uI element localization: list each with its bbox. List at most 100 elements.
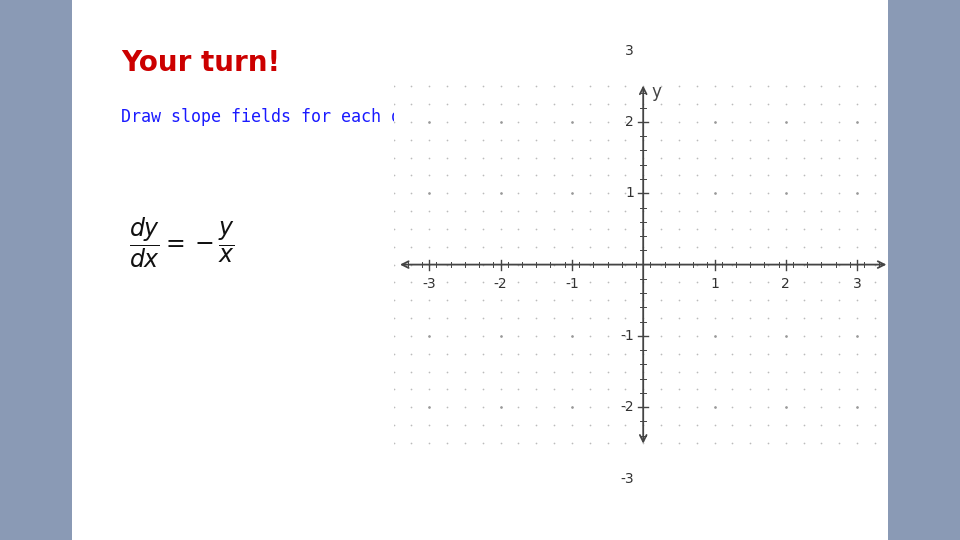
Point (529, 260, 544, 269)
Point (404, 349, 420, 358)
Point (386, 225, 401, 233)
Point (582, 332, 597, 340)
Point (582, 207, 597, 215)
Point (546, 260, 562, 269)
Point (742, 403, 757, 411)
Point (492, 403, 508, 411)
Text: 2: 2 (625, 115, 634, 129)
Point (511, 242, 526, 251)
Point (850, 438, 865, 447)
Point (779, 367, 794, 376)
Point (617, 242, 633, 251)
Point (492, 314, 508, 322)
Point (511, 278, 526, 287)
Point (742, 153, 757, 162)
Point (564, 136, 580, 144)
Point (492, 225, 508, 233)
Point (421, 118, 437, 126)
Point (779, 403, 794, 411)
Point (511, 367, 526, 376)
Point (850, 118, 865, 126)
Point (421, 118, 437, 126)
Point (707, 189, 722, 198)
Point (440, 349, 455, 358)
Point (689, 403, 705, 411)
Point (831, 260, 847, 269)
Point (671, 260, 686, 269)
Point (511, 118, 526, 126)
Point (617, 207, 633, 215)
Point (654, 225, 669, 233)
Point (725, 403, 740, 411)
Point (779, 189, 794, 198)
Point (742, 136, 757, 144)
Point (867, 118, 882, 126)
Text: 1: 1 (710, 276, 719, 291)
Point (636, 189, 651, 198)
Point (529, 438, 544, 447)
Point (475, 225, 491, 233)
Point (671, 385, 686, 394)
Point (814, 349, 829, 358)
Point (529, 225, 544, 233)
Point (885, 314, 900, 322)
Point (796, 136, 811, 144)
Point (475, 367, 491, 376)
Point (475, 171, 491, 180)
Point (760, 367, 776, 376)
Point (492, 438, 508, 447)
Point (564, 332, 580, 340)
Point (831, 171, 847, 180)
Point (707, 100, 722, 109)
Point (707, 136, 722, 144)
Point (564, 118, 580, 126)
Point (457, 171, 472, 180)
Point (511, 207, 526, 215)
Point (564, 403, 580, 411)
Point (725, 118, 740, 126)
Point (831, 100, 847, 109)
Point (654, 403, 669, 411)
Point (742, 314, 757, 322)
Point (421, 278, 437, 287)
Point (867, 421, 882, 429)
Point (582, 314, 597, 322)
Point (689, 207, 705, 215)
Point (831, 242, 847, 251)
Point (546, 367, 562, 376)
Point (529, 153, 544, 162)
Point (386, 367, 401, 376)
Point (779, 171, 794, 180)
Point (779, 153, 794, 162)
Point (779, 278, 794, 287)
Point (742, 207, 757, 215)
Point (742, 367, 757, 376)
Point (850, 189, 865, 198)
Point (582, 438, 597, 447)
Point (564, 367, 580, 376)
Point (404, 403, 420, 411)
Point (600, 385, 615, 394)
Point (546, 332, 562, 340)
Point (386, 260, 401, 269)
Point (421, 100, 437, 109)
Text: -2: -2 (620, 400, 634, 414)
Point (742, 296, 757, 305)
Point (421, 82, 437, 91)
Point (492, 118, 508, 126)
Point (725, 314, 740, 322)
Point (492, 100, 508, 109)
Point (814, 367, 829, 376)
Point (546, 242, 562, 251)
Point (492, 260, 508, 269)
Point (760, 100, 776, 109)
Point (457, 332, 472, 340)
Point (831, 349, 847, 358)
Point (867, 349, 882, 358)
Point (404, 314, 420, 322)
Point (440, 153, 455, 162)
Point (636, 82, 651, 91)
Point (636, 332, 651, 340)
Point (867, 278, 882, 287)
Text: 3: 3 (852, 276, 861, 291)
